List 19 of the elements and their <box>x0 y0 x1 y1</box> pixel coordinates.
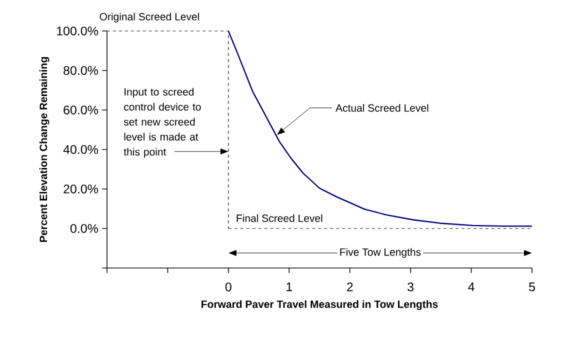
y-tick-label: 20.0% <box>64 184 98 194</box>
x-tick-label: 1 <box>286 282 292 292</box>
y-tick-label: 100.0% <box>57 26 98 36</box>
x-tick-label: 3 <box>408 282 414 292</box>
x-tick-label: 4 <box>468 282 474 292</box>
x-tick-label: 0 <box>225 282 232 292</box>
y-tick-label: 0.0% <box>70 224 98 233</box>
annotation: Five Tow Lengths <box>340 248 421 258</box>
x-tick-label: 2 <box>347 282 353 292</box>
annotation: Final Screed Level <box>236 214 322 222</box>
y-tick-label: 80.0% <box>64 66 98 75</box>
y-axis-title: Percent Elevation Change Remaining <box>39 57 50 242</box>
y-tick-label: 40.0% <box>63 145 98 154</box>
x-tick-label: 5 <box>529 282 535 292</box>
annotation: Actual Screed Level <box>336 104 428 112</box>
x-axis-title: Forward Paver Travel Measured in Tow Lengths <box>202 300 438 310</box>
annotation: Input to screed control device to set new screed level is made at this point <box>124 88 201 158</box>
annotation: Original Screed Level <box>100 12 199 22</box>
y-tick-label: 60.0% <box>64 106 98 114</box>
